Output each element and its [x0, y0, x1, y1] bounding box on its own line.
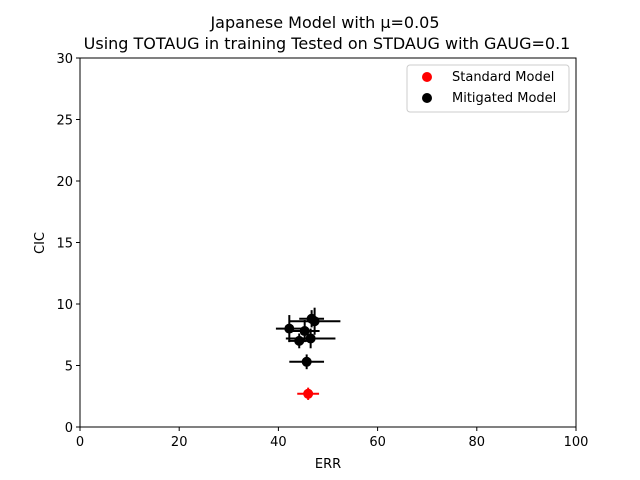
x-axis-label: ERR: [315, 457, 341, 472]
x-tick-label: 80: [469, 435, 486, 450]
legend-marker-standard-model: [422, 72, 432, 82]
y-tick-label: 20: [56, 175, 73, 190]
mitigated-model-point: [284, 323, 295, 334]
x-tick-label: 20: [171, 435, 188, 450]
x-axis: 0 20 40 60 80 100: [76, 427, 589, 450]
x-tick-label: 40: [270, 435, 287, 450]
x-tick-label: 60: [369, 435, 386, 450]
y-tick-label: 30: [56, 52, 73, 67]
data-marks: [275, 307, 341, 400]
mitigated-model-point: [299, 326, 310, 337]
y-tick-label: 15: [56, 237, 73, 252]
chart-title-line-1: Japanese Model with μ=0.05: [209, 13, 439, 32]
y-axis: 0 5 10 15 20 25 30: [56, 52, 80, 436]
plot-frame: [79, 57, 577, 428]
x-tick-label: 0: [76, 435, 84, 450]
mitigated-model-point: [294, 335, 305, 346]
legend-label-mitigated-model: Mitigated Model: [452, 91, 556, 106]
mitigated-model-point: [309, 316, 320, 327]
standard-model-point: [303, 388, 314, 399]
legend: Standard Model Mitigated Model: [406, 64, 570, 113]
chart-title-line-2: Using TOTAUG in training Tested on STDAU…: [84, 34, 571, 53]
legend-marker-mitigated-model: [422, 93, 432, 103]
legend-box: [406, 64, 570, 113]
plot-area: 0 20 40 60 80 100 0 5 10 15 20 25 30: [56, 52, 588, 450]
y-axis-label: CIC: [33, 232, 48, 254]
y-tick-label: 5: [65, 360, 73, 375]
y-tick-label: 10: [56, 298, 73, 313]
mitigated-model-point: [301, 356, 312, 367]
legend-label-standard-model: Standard Model: [452, 70, 554, 85]
y-tick-label: 0: [65, 421, 73, 436]
x-tick-label: 100: [564, 435, 589, 450]
y-tick-label: 25: [56, 114, 73, 129]
mitigated-model-point: [305, 333, 316, 344]
